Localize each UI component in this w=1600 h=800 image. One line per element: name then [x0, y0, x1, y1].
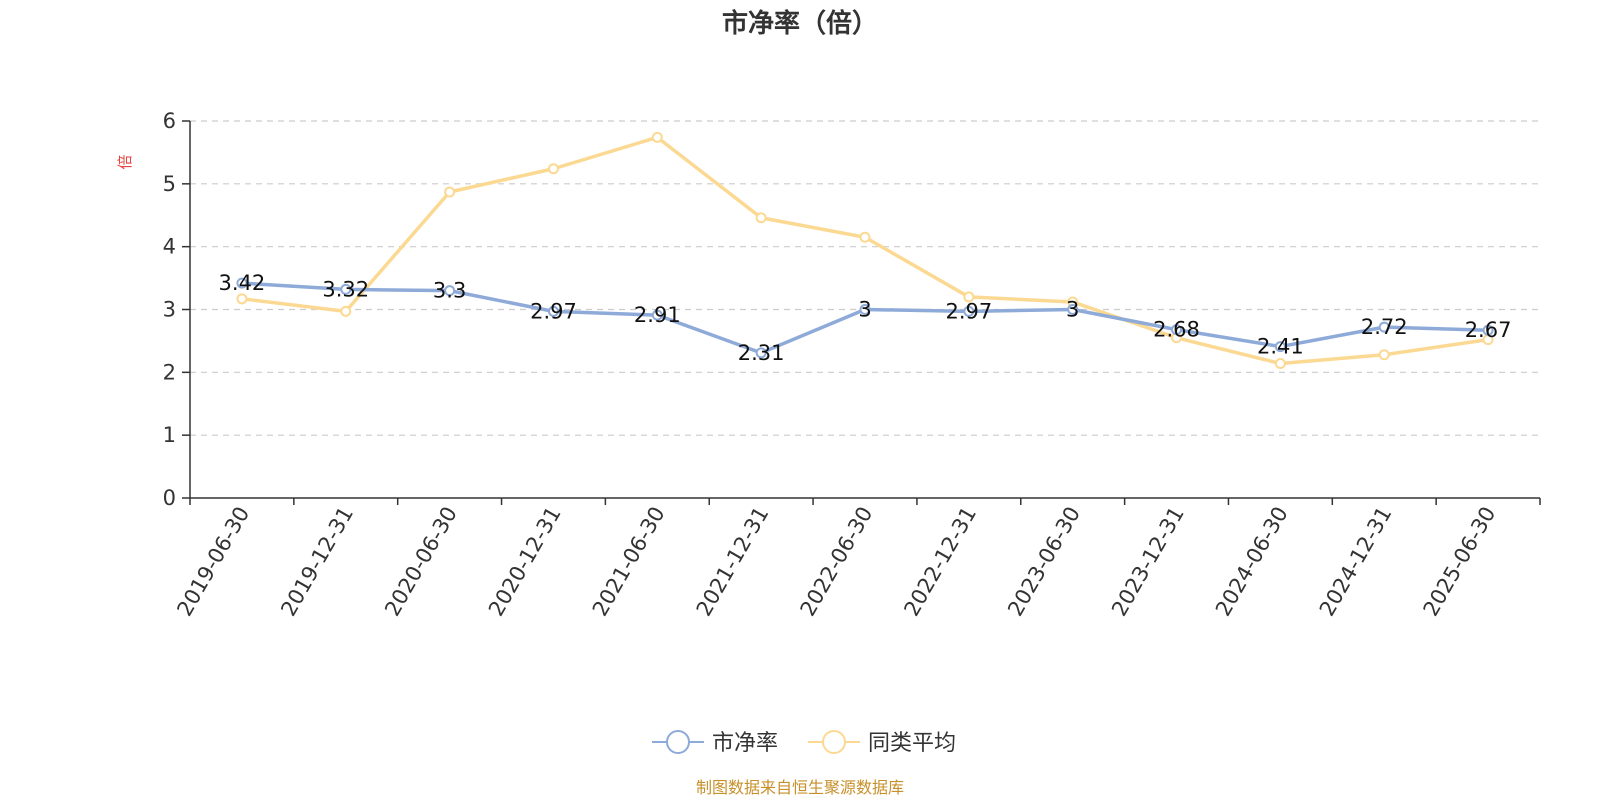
- x-tick-label: 2025-06-30: [1419, 503, 1501, 621]
- chart-title: 市净率（倍）: [722, 8, 878, 39]
- x-tick-label: 2023-06-30: [1003, 503, 1085, 621]
- data-point: [1274, 358, 1286, 370]
- data-label: 3.42: [219, 271, 266, 295]
- data-point: [963, 291, 975, 303]
- data-point: [1171, 324, 1183, 336]
- data-point: [859, 231, 871, 243]
- data-label: 2.41: [1257, 335, 1304, 359]
- data-label: 3: [1066, 298, 1079, 322]
- data-point: [340, 283, 352, 295]
- data-point: [1378, 349, 1390, 361]
- x-tick-label: 2022-06-30: [796, 503, 878, 621]
- data-point: [236, 293, 248, 305]
- data-label: 3.3: [433, 279, 466, 303]
- data-label: 2.31: [738, 341, 785, 365]
- x-tick-label: 2019-12-31: [276, 503, 358, 621]
- data-point: [1274, 341, 1286, 353]
- data-point: [755, 347, 767, 359]
- legend-item[interactable]: 市净率: [652, 730, 778, 756]
- y-axis-label: 倍: [116, 154, 134, 169]
- data-point: [1378, 321, 1390, 333]
- data-point: [1482, 324, 1494, 336]
- series-line: [241, 135, 1489, 366]
- data-label: 2.72: [1361, 315, 1408, 339]
- x-tick-label: 2024-06-30: [1211, 503, 1293, 621]
- data-point: [236, 277, 248, 289]
- grid-lines: [190, 120, 1540, 436]
- y-tick-label: 1: [163, 423, 176, 447]
- legend-item[interactable]: 同类平均: [808, 730, 956, 756]
- data-label: 2.67: [1465, 318, 1512, 342]
- x-tick-label: 2021-12-31: [692, 503, 774, 621]
- data-point: [444, 285, 456, 297]
- x-tick-label: 2023-12-31: [1107, 503, 1189, 621]
- x-tick-label: 2021-06-30: [588, 503, 670, 621]
- data-point: [651, 309, 663, 321]
- y-tick-label: 5: [163, 172, 176, 196]
- x-tick-label: 2019-06-30: [172, 503, 254, 621]
- data-label: 2.97: [530, 299, 577, 323]
- y-tick-label: 0: [163, 486, 176, 510]
- legend-swatch-marker: [822, 730, 846, 754]
- data-label: 2.68: [1153, 318, 1200, 342]
- x-tick-label: 2020-12-31: [484, 503, 566, 621]
- data-point: [547, 163, 559, 175]
- y-tick-label: 2: [163, 360, 176, 384]
- x-tick-label: 2022-12-31: [899, 503, 981, 621]
- legend-label: 同类平均: [868, 731, 956, 756]
- data-label: 3: [858, 298, 871, 322]
- axes: 0 1 2 3 4 5 6 2019-06-30 2019-12-31 2020-06-30 202…: [163, 109, 1541, 621]
- data-point: [859, 304, 871, 315]
- data-point: [444, 186, 456, 198]
- legend[interactable]: 市净率 同类平均: [652, 730, 956, 756]
- data-point: [755, 212, 767, 224]
- data-label: 2.97: [945, 299, 992, 323]
- source-note: 制图数据来自恒生聚源数据库: [696, 778, 904, 797]
- data-labels: 3.42 3.32 3.3 2.97 2.91 2.31 3 2.97 3 2.68 2.41 2.7…: [219, 271, 1512, 365]
- data-label: 3.32: [322, 277, 369, 301]
- x-tick-label: 2024-12-31: [1315, 503, 1397, 621]
- legend-label: 市净率: [712, 731, 778, 756]
- data-label: 2.91: [634, 303, 681, 327]
- data-point: [547, 305, 559, 317]
- data-point: [651, 131, 663, 143]
- y-tick-label: 4: [163, 235, 176, 259]
- data-point: [1067, 304, 1079, 315]
- legend-swatch-marker: [666, 730, 690, 754]
- y-tick-label: 3: [163, 298, 176, 322]
- y-tick-label: 6: [163, 109, 176, 133]
- x-tick-label: 2020-06-30: [380, 502, 462, 620]
- data-point: [340, 305, 352, 317]
- data-point: [963, 305, 975, 317]
- series-lines: [236, 131, 1494, 370]
